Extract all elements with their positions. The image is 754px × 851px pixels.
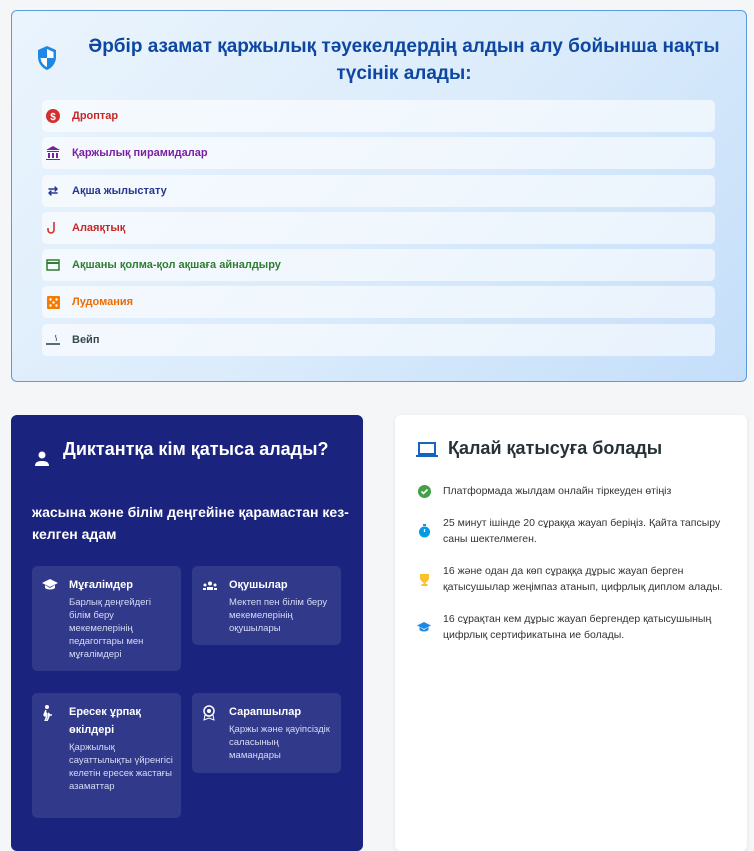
- risk-item-cashout: Ақшаны қолма-қол ақшаға айналдыру: [42, 249, 715, 282]
- risks-list: $ Дроптар Қаржылық пирамидалар ⇄ Ақша жылы…: [42, 100, 715, 361]
- step-item: 16 және одан да көп сұраққа дұрыс жауап …: [417, 563, 737, 595]
- card-adults: Ересек ұрпақ өкілдері Қаржылық сауаттылы…: [32, 693, 181, 818]
- card-students: Оқушылар Мектеп пен білім беру мекемелер…: [192, 566, 341, 645]
- card-title: Ересек ұрпақ өкілдері: [69, 706, 141, 736]
- elderly-icon: [42, 705, 54, 726]
- smoking-icon: [46, 333, 60, 347]
- risk-label: Ақша жылыстату: [72, 184, 167, 197]
- risk-item-gambling: Лудомания: [42, 286, 715, 319]
- graduation-cap-icon: [42, 578, 58, 596]
- step-item: 16 сұрақтан кем дұрыс жауап бергендер қа…: [417, 611, 737, 643]
- how-title: Қалай қатысуға болады: [448, 438, 663, 458]
- step-item: 25 минут ішінде 20 сұраққа жауап беріңіз…: [417, 515, 737, 547]
- card-experts: Сарапшылар Қаржы және қауіпсіздік саласы…: [192, 693, 341, 773]
- card-teachers: Мұғалімдер Барлық деңгейдегі білім беру …: [32, 566, 181, 671]
- risk-label: Лудомания: [72, 296, 134, 309]
- card-title: Мұғалімдер: [69, 579, 133, 591]
- bank-icon: [46, 146, 60, 161]
- credit-card-icon: [46, 258, 60, 272]
- risk-item-vape: Вейп: [42, 323, 715, 356]
- card-text: Қаржылық сауаттылықты үйренгісі келетін …: [69, 742, 173, 792]
- step-text: Платформада жылдам онлайн тіркеуден өтің…: [443, 485, 672, 497]
- dollar-circle-icon: $: [46, 109, 60, 123]
- risk-item-drops: $ Дроптар: [42, 100, 715, 132]
- risks-section: Әрбір азамат қаржылық тәуекелдердің алды…: [11, 10, 747, 382]
- badge-icon: [202, 705, 216, 726]
- step-item: Платформада жылдам онлайн тіркеуден өтің…: [417, 483, 737, 499]
- who-title: Диктантқа кім қатыса алады?: [63, 439, 329, 459]
- risk-label: Ақшаны қолма-қол ақшаға айналдыру: [72, 259, 281, 272]
- steps-list: Платформада жылдам онлайн тіркеуден өтің…: [417, 483, 737, 659]
- svg-text:$: $: [50, 112, 56, 123]
- risk-label: Вейп: [72, 333, 100, 346]
- risk-label: Алаяқтық: [72, 221, 126, 234]
- card-text: Мектеп пен білім беру мекемелерінің оқуш…: [229, 597, 328, 634]
- trophy-icon: [417, 573, 431, 586]
- card-title: Сарапшылар: [229, 706, 302, 718]
- risk-item-pyramids: Қаржылық пирамидалар: [42, 137, 715, 170]
- person-icon: [35, 451, 49, 466]
- card-text: Қаржы және қауіпсіздік саласының маманда…: [229, 724, 330, 761]
- risk-label: Қаржылық пирамидалар: [72, 147, 208, 160]
- risk-item-fraud: Алаяқтық: [42, 211, 715, 244]
- stopwatch-icon: [417, 524, 431, 538]
- swap-arrows-icon: ⇄: [47, 183, 59, 198]
- shield-icon: [38, 46, 56, 70]
- risk-label: Дроптар: [72, 110, 119, 122]
- step-text: 25 минут ішінде 20 сұраққа жауап беріңіз…: [443, 517, 721, 545]
- laptop-icon: [416, 442, 438, 457]
- fishing-hook-icon: [46, 221, 60, 235]
- step-text: 16 сұрақтан кем дұрыс жауап бергендер қа…: [443, 613, 712, 641]
- risk-item-laundering: ⇄ Ақша жылыстату: [42, 174, 715, 207]
- check-circle-icon: [417, 484, 431, 498]
- risks-title: Әрбір азамат қаржылық тәуекелдердің алды…: [88, 36, 720, 84]
- how-to-participate-section: Қалай қатысуға болады Платформада жылдам…: [395, 415, 747, 851]
- who-subtitle: жасына және білім деңгейіне қарамастан к…: [32, 504, 349, 542]
- who-can-participate-section: Диктантқа кім қатыса алады? жасына және …: [11, 415, 363, 851]
- card-text: Барлық деңгейдегі білім беру мекемелерін…: [69, 597, 151, 660]
- step-text: 16 және одан да көп сұраққа дұрыс жауап …: [443, 565, 723, 593]
- graduation-cap-icon: [417, 621, 431, 633]
- dice-icon: [46, 295, 60, 309]
- group-icon: [202, 578, 218, 596]
- card-title: Оқушылар: [229, 579, 288, 591]
